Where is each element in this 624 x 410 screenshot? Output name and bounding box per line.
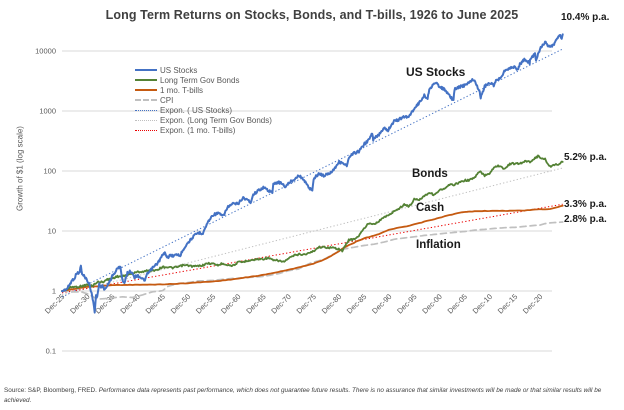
legend: US Stocks Long Term Gov Bonds 1 mo. T-bi… <box>135 66 272 136</box>
y-tick-label: 10000 <box>35 47 56 56</box>
legend-swatch-tbills <box>135 88 157 91</box>
legend-item-expon-stocks: Expon. ( US Stocks) <box>135 106 272 116</box>
x-tick-label: Dec-05 <box>446 292 469 315</box>
y-axis-title: Growth of $1 (log scale) <box>15 126 25 211</box>
series-line-tbills <box>61 204 564 292</box>
x-tick-label: Dec-75 <box>295 292 318 315</box>
legend-label-expon-stocks: Expon. ( US Stocks) <box>160 106 233 115</box>
y-tick-label: 100 <box>43 167 56 176</box>
source-disclaimer: Performance data represents past perform… <box>4 387 602 404</box>
rate-label-cpi: 2.8% p.a. <box>564 214 607 225</box>
trendline-fit_tbills <box>61 203 563 294</box>
x-tick-label: Dec-95 <box>395 292 418 315</box>
x-tick-label: Dec-45 <box>144 292 167 315</box>
legend-label-expon-bonds: Expon. (Long Term Gov Bonds) <box>160 116 272 125</box>
source-prefix: Source: S&P, Bloomberg, FRED. <box>4 387 97 394</box>
legend-item-us-stocks: US Stocks <box>135 66 272 76</box>
legend-swatch-expon-tbills <box>135 129 157 131</box>
y-tick-label: 1000 <box>39 107 56 116</box>
x-tick-label: Dec-60 <box>219 292 242 315</box>
chart-title: Long Term Returns on Stocks, Bonds, and … <box>105 8 519 22</box>
legend-label-expon-tbills: Expon. (1 mo. T-bills) <box>160 126 236 135</box>
legend-item-gov-bonds: Long Term Gov Bonds <box>135 76 272 86</box>
rate-label-tbills: 3.3% p.a. <box>564 199 607 210</box>
x-tick-label: Dec-40 <box>118 292 141 315</box>
legend-swatch-expon-bonds <box>135 119 157 121</box>
series-label-cash: Cash <box>416 202 445 214</box>
y-tick-label: 1 <box>52 287 56 296</box>
legend-swatch-expon-stocks <box>135 109 157 111</box>
legend-label-us-stocks: US Stocks <box>160 66 198 75</box>
series-line-cpi <box>61 221 564 301</box>
legend-label-cpi: CPI <box>160 96 174 105</box>
x-tick-label: Dec-55 <box>194 292 217 315</box>
legend-item-expon-bonds: Expon. (Long Term Gov Bonds) <box>135 116 272 126</box>
x-tick-label: Dec-50 <box>169 292 192 315</box>
legend-label-tbills: 1 mo. T-bills <box>160 86 203 95</box>
x-tick-label: Dec-15 <box>496 292 519 315</box>
legend-item-expon-tbills: Expon. (1 mo. T-bills) <box>135 126 272 136</box>
legend-swatch-cpi <box>135 98 157 101</box>
x-tick-label: Dec-20 <box>521 292 544 315</box>
x-tick-label: Dec-10 <box>471 292 494 315</box>
series-label-inflation: Inflation <box>416 239 461 251</box>
x-tick-label: Dec-90 <box>370 292 393 315</box>
legend-swatch-gov-bonds <box>135 78 157 81</box>
rate-label-stocks: 10.4% p.a. <box>561 12 610 23</box>
y-tick-label: 0.1 <box>46 347 56 356</box>
legend-item-cpi: CPI <box>135 96 272 106</box>
x-tick-label: Dec-00 <box>420 292 443 315</box>
x-tick-label: Dec-85 <box>345 292 368 315</box>
legend-label-gov-bonds: Long Term Gov Bonds <box>160 76 240 85</box>
series-label-us-stocks: US Stocks <box>406 65 466 79</box>
source-note: Source: S&P, Bloomberg, FRED. Performanc… <box>4 386 620 405</box>
x-tick-label: Dec-30 <box>68 292 91 315</box>
series-label-bonds: Bonds <box>412 168 448 180</box>
series-line-stocks <box>61 33 564 314</box>
rate-label-bonds: 5.2% p.a. <box>564 152 607 163</box>
legend-swatch-us-stocks <box>135 68 157 71</box>
x-tick-label: Dec-80 <box>320 292 343 315</box>
legend-item-tbills: 1 mo. T-bills <box>135 86 272 96</box>
x-tick-label: Dec-65 <box>244 292 267 315</box>
series-line-bonds <box>61 154 564 292</box>
x-tick-label: Dec-70 <box>269 292 292 315</box>
y-tick-label: 10 <box>48 227 56 236</box>
